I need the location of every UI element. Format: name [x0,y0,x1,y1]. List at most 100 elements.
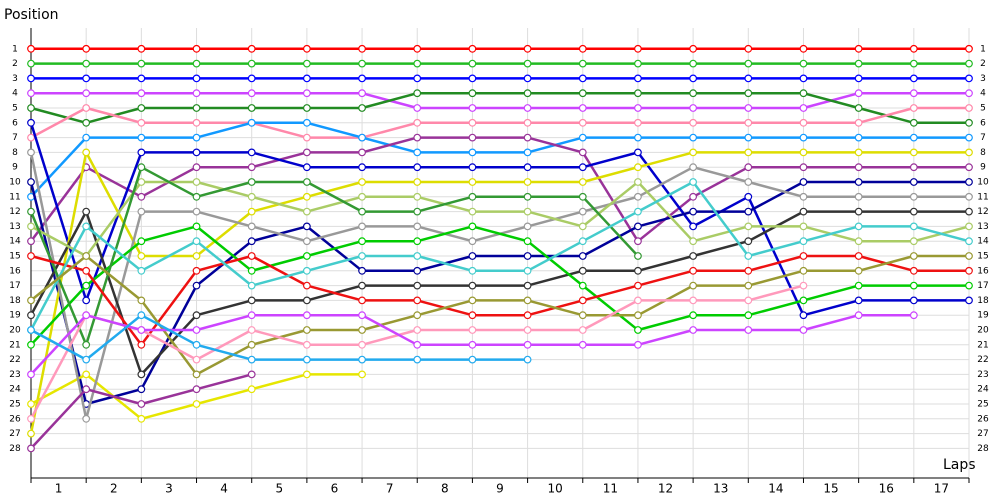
lap-marker [192,340,201,349]
lap-marker [744,252,753,260]
y-tick-label-right: 20 [977,326,989,336]
lap-marker [965,44,973,53]
y-tick-label: 8 [12,148,18,158]
lap-marker [82,207,91,216]
y-tick-label-right: 26 [977,414,989,424]
lap-marker [689,118,698,127]
lap-marker [137,148,146,157]
lap-marker [247,74,256,83]
lap-marker [523,237,532,246]
lap-marker [82,222,91,231]
lap-marker [634,296,642,305]
lap-marker [27,444,35,453]
lap-marker [523,118,532,127]
lap-marker [137,104,146,112]
lap-marker [909,237,918,246]
lap-marker [302,178,311,186]
lap-marker [744,178,753,186]
lap-marker [689,133,698,142]
lap-marker [192,400,201,408]
y-tick-label-right: 17 [977,281,988,291]
lap-marker [965,237,973,246]
x-axis-label: Laps [943,457,976,473]
lap-marker [413,118,422,127]
lap-marker [302,118,311,127]
lap-marker [413,252,422,260]
lap-marker [27,74,35,83]
y-tick-label: 2 [12,59,18,69]
y-tick-label-right: 23 [977,370,988,380]
lap-marker [358,355,366,364]
series-line [30,254,969,347]
lap-marker [634,118,642,127]
lap-marker [358,340,366,349]
lap-marker [137,192,146,201]
lap-marker [744,44,753,53]
lap-marker [634,178,642,186]
lap-marker [192,266,201,275]
y-axis-label: Position [4,7,59,23]
lap-marker [192,207,201,216]
lap-marker [302,163,311,172]
lap-marker [247,59,256,68]
lap-marker [82,370,91,379]
y-tick-label-right: 27 [977,429,988,439]
lap-marker [634,340,642,349]
lap-marker [358,252,366,260]
lap-marker [909,222,918,231]
lap-marker [744,59,753,68]
lap-marker [799,74,808,83]
lap-marker [413,266,422,275]
lap-marker [689,89,698,98]
lap-marker [799,266,808,275]
lap-marker [137,118,146,127]
lap-marker [247,118,256,127]
lap-marker [82,59,91,68]
lap-marker [744,74,753,83]
series-line [29,180,969,406]
lap-marker [634,59,642,68]
lap-marker [358,178,366,186]
lap-marker [799,59,808,68]
lap-marker [302,148,311,157]
lap-marker [468,207,477,216]
lap-marker [137,414,146,423]
lap-marker [689,252,698,260]
lap-marker [965,59,973,68]
lap-marker [358,207,366,216]
y-tick-label: 19 [9,311,21,321]
lap-marker [578,252,587,260]
lap-marker [302,222,311,231]
lap-marker [413,74,422,83]
lap-marker [82,281,91,290]
lap-marker [247,237,256,246]
lap-marker [854,311,863,320]
lap-marker [302,370,311,379]
lap-marker [27,326,35,334]
lap-marker [358,370,366,379]
y-tick-label-right: 9 [980,163,986,173]
lap-marker [689,178,698,186]
y-tick-label: 26 [9,414,21,424]
y-tick-label: 6 [12,118,18,128]
lap-marker [302,311,311,320]
x-tick-label: 16 [879,482,894,496]
lap-marker [302,104,311,112]
lap-marker [358,296,366,305]
lap-marker [82,385,91,394]
lap-marker [302,44,311,53]
lap-marker [27,340,35,349]
y-tick-label-right: 3 [980,74,986,84]
lap-marker [909,104,918,112]
lap-marker [523,311,532,320]
lap-marker [523,59,532,68]
lap-marker [247,148,256,157]
x-tick-label: 1 [55,482,63,496]
lap-marker [744,281,753,290]
lap-marker [358,311,366,320]
lap-marker [468,59,477,68]
series-line [29,180,970,331]
lap-marker [468,163,477,172]
y-tick-label-right: 13 [977,222,988,232]
y-tick-label: 22 [9,355,20,365]
